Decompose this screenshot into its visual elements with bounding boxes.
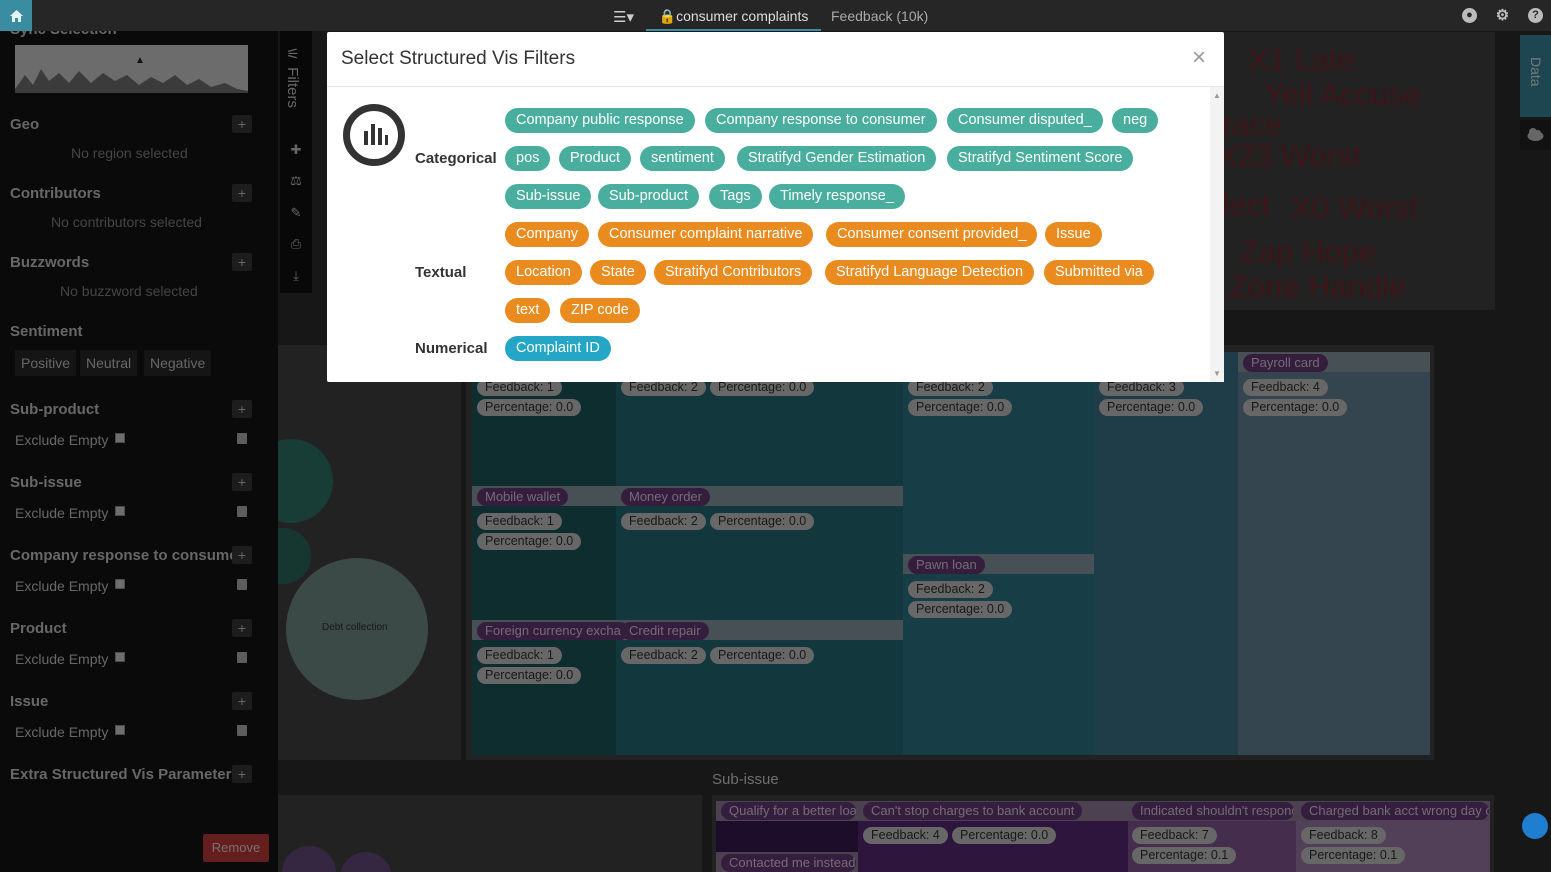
field-chip[interactable]: Sub-issue <box>505 184 592 209</box>
modal-title: Select Structured Vis Filters <box>341 48 576 69</box>
bar-chart-icon <box>364 124 388 145</box>
help-icon[interactable]: ? <box>1528 8 1543 23</box>
field-chip[interactable]: sentiment <box>640 146 725 171</box>
field-chip[interactable]: neg <box>1112 108 1159 133</box>
field-chip[interactable]: Stratifyd Sentiment Score <box>947 146 1134 171</box>
field-chip[interactable]: Company response to consumer <box>705 108 937 133</box>
gear-icon[interactable]: ⚙ <box>1495 7 1510 24</box>
field-chip[interactable]: Stratifyd Gender Estimation <box>737 146 937 171</box>
field-chip[interactable]: ZIP code <box>560 298 640 323</box>
field-chip[interactable]: Complaint ID <box>505 336 611 361</box>
numerical-label: Numerical <box>415 340 488 357</box>
field-chip[interactable]: Sub-product <box>598 184 699 209</box>
scroll-up-icon[interactable]: ▲ <box>1213 91 1221 100</box>
field-chip[interactable]: text <box>505 298 551 323</box>
field-chip[interactable]: Company public response <box>505 108 695 133</box>
field-chip[interactable]: Submitted via <box>1044 260 1154 285</box>
stratifyd-logo <box>343 104 405 166</box>
field-chip[interactable]: Tags <box>709 184 762 209</box>
structured-vis-filters-modal: Select Structured Vis Filters × Categori… <box>327 32 1224 382</box>
field-chip[interactable]: Consumer complaint narrative <box>598 222 814 247</box>
categorical-label: Categorical <box>415 150 497 167</box>
field-chip[interactable]: Timely response_ <box>769 184 905 209</box>
home-icon <box>9 9 23 22</box>
field-chip[interactable]: Consumer consent provided_ <box>826 222 1038 247</box>
field-chip[interactable]: pos <box>505 146 551 171</box>
modal-header: Select Structured Vis Filters × <box>327 32 1224 87</box>
home-button[interactable] <box>0 0 32 31</box>
textual-label: Textual <box>415 264 467 281</box>
field-chip[interactable]: Product <box>559 146 631 171</box>
lock-icon: 🔒 <box>658 8 677 24</box>
user-icon[interactable]: ● <box>1462 8 1477 23</box>
modal-scrollbar[interactable]: ▲ ▼ <box>1210 87 1224 382</box>
field-chip[interactable]: Consumer disputed_ <box>947 108 1103 133</box>
tab-consumer-complaints[interactable]: 🔒consumer complaints <box>646 0 821 31</box>
top-bar: ☰▾ 🔒consumer complaints Feedback (10k) ●… <box>0 0 1551 31</box>
scroll-down-icon[interactable]: ▼ <box>1213 369 1221 378</box>
tab-feedback[interactable]: Feedback (10k) <box>831 8 929 24</box>
close-button[interactable]: × <box>1192 44 1207 71</box>
field-chip[interactable]: Issue <box>1045 222 1102 247</box>
menu-icon[interactable]: ☰▾ <box>613 9 634 26</box>
field-chip[interactable]: State <box>590 260 646 285</box>
field-chip[interactable]: Location <box>505 260 582 285</box>
field-chip[interactable]: Stratifyd Contributors <box>654 260 813 285</box>
chat-icon[interactable] <box>1522 813 1548 839</box>
field-chip[interactable]: Company <box>505 222 590 247</box>
field-chip[interactable]: Stratifyd Language Detection <box>825 260 1035 285</box>
